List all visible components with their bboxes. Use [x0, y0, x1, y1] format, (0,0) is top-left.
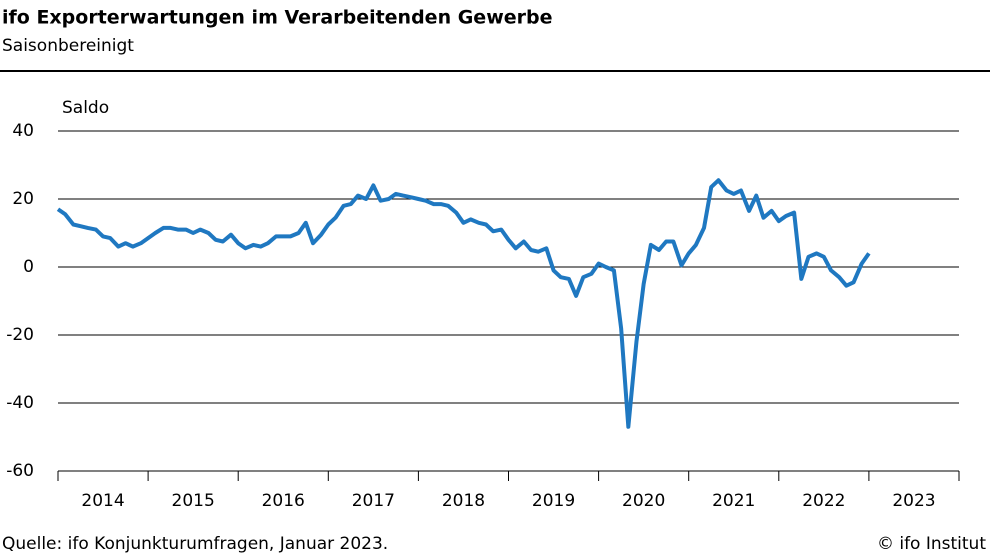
x-tick-label: 2017 — [352, 491, 395, 511]
x-tick-label: 2022 — [802, 491, 845, 511]
copyright: © ifo Institut — [877, 534, 986, 554]
y-tick-label: 40 — [12, 121, 34, 141]
x-tick-label: 2016 — [262, 491, 305, 511]
x-tick-label: 2019 — [532, 491, 575, 511]
y-tick-label: 0 — [23, 257, 34, 277]
x-tick-label: 2015 — [172, 491, 215, 511]
x-tick-label: 2023 — [892, 491, 935, 511]
source: Quelle: ifo Konjunkturumfragen, Januar 2… — [2, 534, 388, 554]
x-tick-label: 2014 — [81, 491, 124, 511]
y-tick-label: -60 — [6, 461, 34, 481]
data-line — [56, 178, 871, 429]
chart-title: ifo Exporterwartungen im Verarbeitenden … — [2, 7, 553, 29]
chart-subtitle: Saisonbereinigt — [2, 36, 134, 56]
y-tick-label: -20 — [6, 325, 34, 345]
x-tick-label: 2021 — [712, 491, 755, 511]
x-tick-label: 2018 — [442, 491, 485, 511]
y-axis-label: Saldo — [62, 98, 109, 118]
y-tick-label: -40 — [6, 393, 34, 413]
x-tick-label: 2020 — [622, 491, 665, 511]
y-tick-label: 20 — [12, 189, 34, 209]
